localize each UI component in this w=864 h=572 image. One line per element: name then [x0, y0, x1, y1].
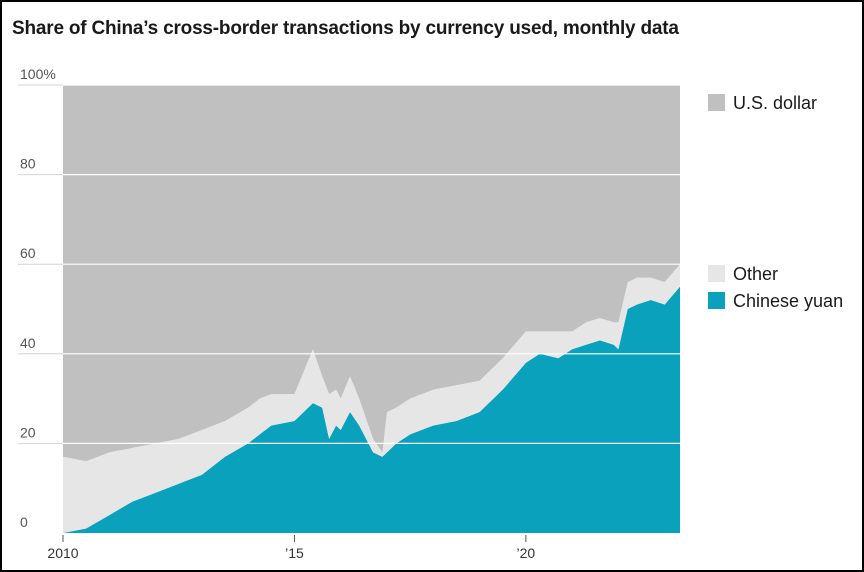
- area-chinese-yuan: [63, 286, 680, 533]
- y-tick-label-60: 60: [20, 245, 36, 261]
- x-tick-label-2010: 2010: [47, 545, 78, 561]
- legend-label-chinese-yuan: Chinese yuan: [733, 291, 843, 311]
- legend-swatch-other: [708, 265, 725, 282]
- legend-label-u-s-dollar: U.S. dollar: [733, 93, 817, 113]
- legend-swatch-chinese-yuan: [708, 292, 725, 309]
- y-tick-label-80: 80: [20, 156, 36, 172]
- legend-label-other: Other: [733, 264, 778, 284]
- chart-title: Share of China’s cross-border transactio…: [12, 18, 679, 39]
- legend-swatch-u-s-dollar: [708, 94, 725, 111]
- area-u-s-dollar: [63, 85, 680, 462]
- y-tick-label-40: 40: [20, 335, 36, 351]
- y-tick-label-20: 20: [20, 424, 36, 440]
- y-tick-label-0: 0: [20, 514, 28, 530]
- x-tick-label-2020: ’20: [517, 545, 536, 561]
- y-tick-label-100: 100%: [20, 66, 56, 82]
- x-tick-label-2015: ’15: [285, 545, 304, 561]
